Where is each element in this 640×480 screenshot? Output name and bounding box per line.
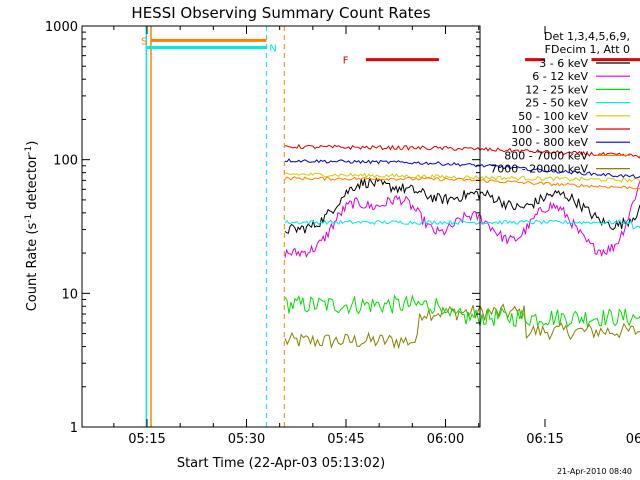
x-axis-label: Start Time (22-Apr-03 05:13:02) xyxy=(177,456,385,471)
y-tick-label: 100 xyxy=(53,154,78,169)
series-line xyxy=(284,143,640,159)
flag-label-n: N xyxy=(269,44,276,55)
x-tick-label: 06:15 xyxy=(526,432,563,447)
x-tick-label: 05:45 xyxy=(327,432,364,447)
x-tick-label: 06:30 xyxy=(626,432,640,447)
series-line xyxy=(284,219,640,230)
y-axis-label: Count Rate (s-1 detector-1) xyxy=(24,141,40,312)
chart-title: HESSI Observing Summary Count Rates xyxy=(131,4,430,22)
plot-frame xyxy=(81,25,481,428)
x-tick-label: 06:00 xyxy=(427,432,464,447)
legend: Det 1,3,4,5,6,9, FDecim 1, Att 0 3 - 6 k… xyxy=(490,30,630,176)
axis-ticks: 05:1505:3005:4506:0006:1506:3006:4511010… xyxy=(45,20,640,447)
legend-header-2: FDecim 1, Att 0 xyxy=(545,43,630,56)
series-line xyxy=(284,303,640,350)
flag-label-s: S xyxy=(141,36,147,47)
series-line xyxy=(284,294,640,329)
y-tick-label: 1000 xyxy=(45,20,78,35)
legend-label: 800 - 7000 keV xyxy=(504,149,588,162)
legend-label: 100 - 300 keV xyxy=(511,123,588,136)
legend-label: 3 - 6 keV xyxy=(539,57,588,70)
plot-area: S N F xyxy=(141,26,640,427)
series-line xyxy=(284,176,640,190)
series-line xyxy=(284,180,640,259)
legend-label: 25 - 50 keV xyxy=(525,97,588,110)
series-line xyxy=(284,176,640,234)
legend-header-1: Det 1,3,4,5,6,9, xyxy=(544,30,630,43)
y-tick-label: 1 xyxy=(70,421,78,436)
legend-label: 300 - 800 keV xyxy=(511,136,588,149)
legend-label: 50 - 100 keV xyxy=(518,110,588,123)
timestamp: 21-Apr-2010 08:40 xyxy=(557,467,632,476)
legend-label: 6 - 12 keV xyxy=(532,70,588,83)
x-tick-label: 05:15 xyxy=(128,432,165,447)
x-tick-label: 05:30 xyxy=(228,432,265,447)
series-line xyxy=(284,158,640,179)
y-tick-label: 10 xyxy=(61,287,78,302)
flag-label-f: F xyxy=(343,56,349,67)
legend-label: 12 - 25 keV xyxy=(525,83,588,96)
series-line xyxy=(285,172,640,183)
legend-label: 7000 - 20000 keV xyxy=(490,163,588,176)
